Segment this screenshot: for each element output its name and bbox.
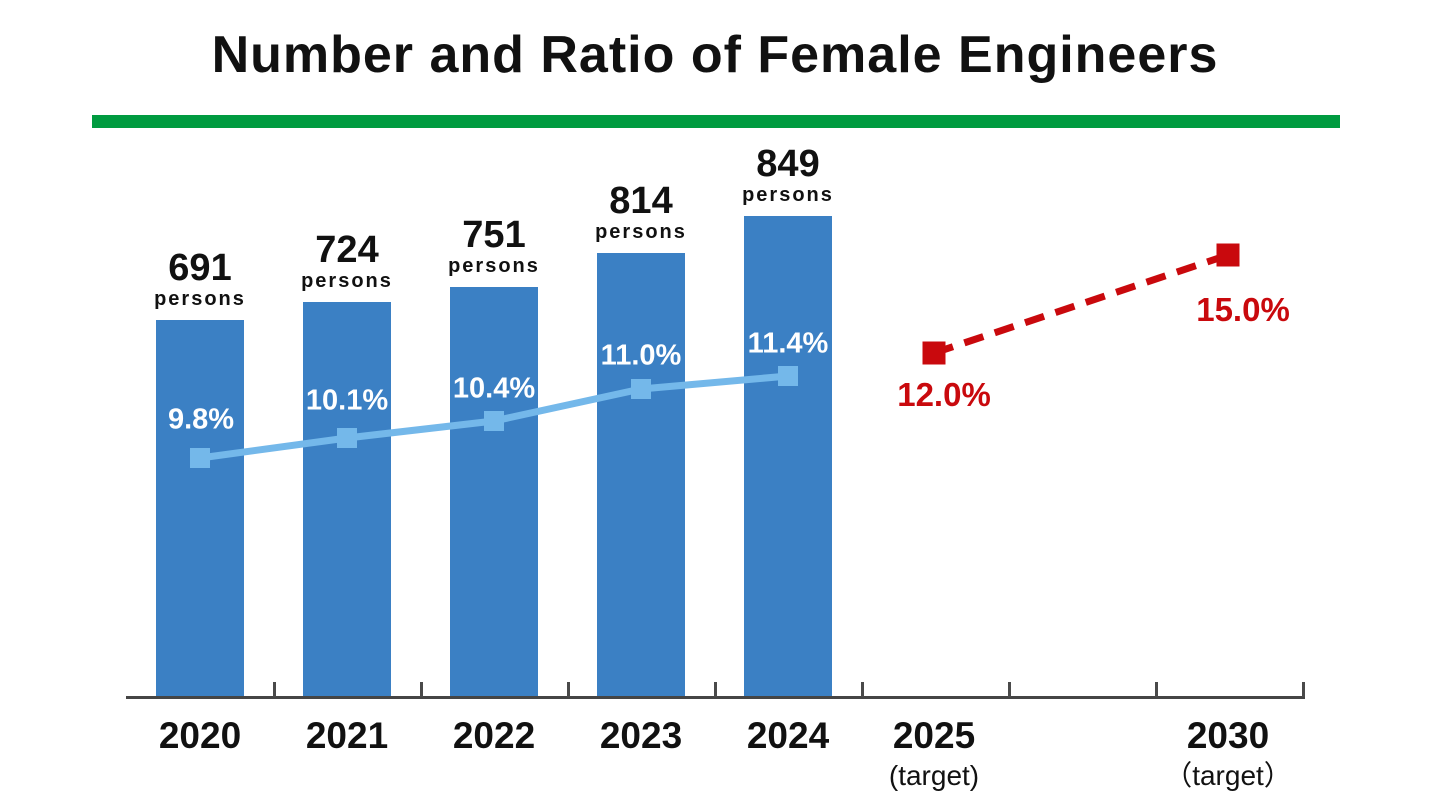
x-label-2030: 2030 xyxy=(1186,715,1270,756)
target-label-2030: 15.0% xyxy=(1196,291,1290,328)
x-sublabel-2030: （target） xyxy=(1164,760,1292,791)
chart-title: Number and Ratio of Female Engineers xyxy=(211,26,1219,84)
count-unit-2021: persons xyxy=(301,270,393,292)
x-axis-tick-2 xyxy=(567,682,570,697)
x-axis-line xyxy=(126,696,1305,699)
ratio-label-2022: 10.4% xyxy=(452,372,536,405)
count-value-2021: 724 xyxy=(315,229,379,271)
title-divider-bar xyxy=(92,115,1340,128)
target-point-2025 xyxy=(922,341,946,365)
count-unit-2023: persons xyxy=(595,221,687,243)
count-label-2022: 751 persons xyxy=(404,216,584,279)
count-value-2022: 751 xyxy=(462,214,526,256)
x-axis-tick-6 xyxy=(1155,682,1158,697)
ratio-point-2024 xyxy=(778,366,798,386)
target-dashed-line xyxy=(932,251,1230,357)
x-label-2023: 2023 xyxy=(599,715,683,756)
ratio-label-2024: 11.4% xyxy=(747,327,829,360)
x-label-2020: 2020 xyxy=(158,715,242,756)
ratio-label-2020: 9.8% xyxy=(167,403,235,436)
x-axis-tick-0 xyxy=(273,682,276,697)
ratio-label-2021: 10.1% xyxy=(305,384,389,417)
x-label-2024: 2024 xyxy=(746,715,830,756)
x-sublabel-2025: (target) xyxy=(888,760,980,791)
bar-2023 xyxy=(597,253,685,698)
count-label-2020: 691 persons xyxy=(110,249,290,312)
count-unit-2020: persons xyxy=(154,288,246,310)
count-label-2021: 724 persons xyxy=(257,231,437,294)
count-label-2023: 814 persons xyxy=(551,182,731,245)
x-label-2021: 2021 xyxy=(305,715,389,756)
x-axis-tick-7 xyxy=(1302,682,1305,697)
x-axis-tick-4 xyxy=(861,682,864,697)
x-label-2025: 2025 xyxy=(892,715,976,756)
x-axis-tick-1 xyxy=(420,682,423,697)
x-axis-tick-5 xyxy=(1008,682,1011,697)
bar-2021 xyxy=(303,302,391,698)
count-label-2024: 849 persons xyxy=(698,145,878,208)
count-value-2024: 849 xyxy=(756,143,820,185)
x-axis-tick-3 xyxy=(714,682,717,697)
target-point-2030 xyxy=(1216,243,1240,267)
ratio-point-2020 xyxy=(190,448,210,468)
count-unit-2024: persons xyxy=(742,184,834,206)
count-unit-2022: persons xyxy=(448,255,540,277)
ratio-point-2023 xyxy=(631,379,651,399)
ratio-point-2022 xyxy=(484,411,504,431)
ratio-point-2021 xyxy=(337,428,357,448)
bar-2020 xyxy=(156,320,244,698)
x-label-2022: 2022 xyxy=(452,715,536,756)
bar-2024 xyxy=(744,216,832,698)
count-value-2023: 814 xyxy=(609,180,673,222)
count-value-2020: 691 xyxy=(168,247,232,289)
target-label-2025: 12.0% xyxy=(897,376,991,413)
bar-2022 xyxy=(450,287,538,698)
ratio-label-2023: 11.0% xyxy=(600,339,682,372)
